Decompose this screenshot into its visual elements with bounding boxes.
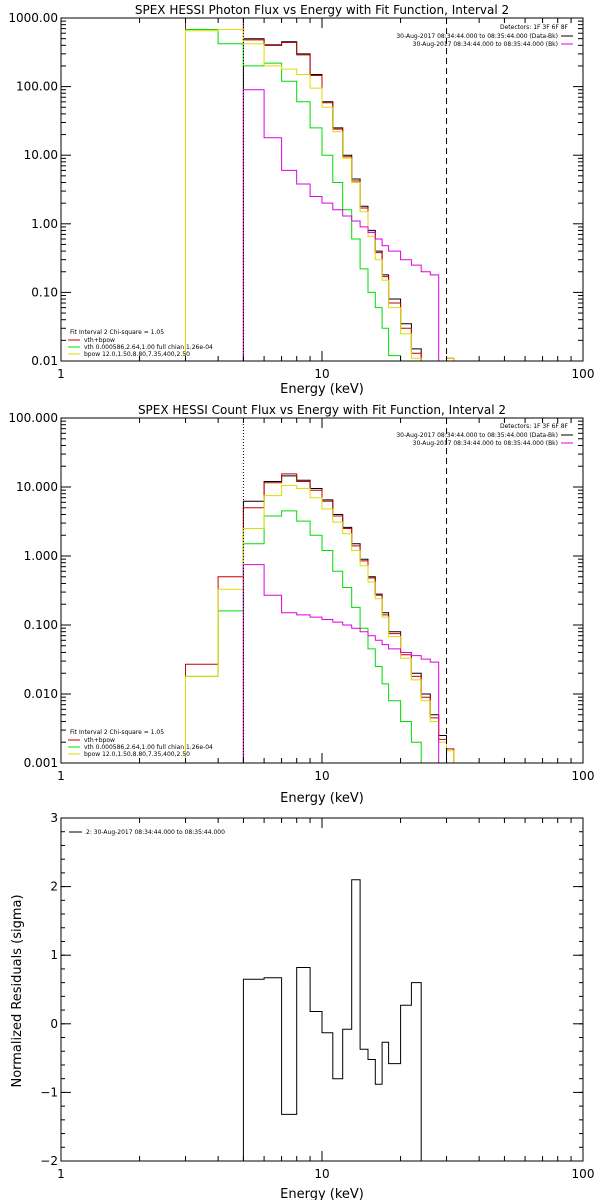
count-flux-fit-vth-label: vth 0.000586,2.64,1.00 full chian 1.26e-… <box>84 744 213 751</box>
photon-flux-plot-area: 1 10 100 1000.00 100.00 10.00 1.00 0.10 0.01 <box>8 11 594 381</box>
count-flux-bpow-series <box>185 485 455 763</box>
residuals-xtick-label: 1 <box>57 1167 65 1181</box>
count-flux-xtick-label: 100 <box>572 769 595 783</box>
photon-flux-legend-topright: Detectors: 1F 3F 6F 8F 30-Aug-2017 08:34… <box>396 24 573 48</box>
photon-flux-title: SPEX HESSI Photon Flux vs Energy with Fi… <box>135 3 509 17</box>
residuals-xtick-label: 100 <box>572 1167 595 1181</box>
count-flux-legend-bk: 30-Aug-2017 08:34:44.000 to 08:35:44.000… <box>413 440 558 447</box>
photon-flux-bpow-series <box>185 29 455 361</box>
count-flux-legend-topright: Detectors: 1F 3F 6F 8F 30-Aug-2017 08:34… <box>396 423 573 447</box>
count-flux-ytick-label: 100.000 <box>8 411 58 425</box>
photon-flux-ticks: 1 10 100 1000.00 100.00 10.00 1.00 0.10 0.01 <box>8 11 594 381</box>
count-flux-vth-series <box>185 510 455 763</box>
photon-flux-ytick-label: 1.00 <box>31 217 58 231</box>
residuals-residuals-series <box>242 879 422 1161</box>
photon-flux-fit-vth-label: vth 0.000586,2.64,1.00 full chian 1.26e-… <box>84 344 213 351</box>
photon-flux-legend-bk: 30-Aug-2017 08:34:44.000 to 08:35:44.000… <box>413 41 558 48</box>
count-flux-total-series <box>242 475 447 763</box>
count-flux-title: SPEX HESSI Count Flux vs Energy with Fit… <box>138 403 506 417</box>
count-flux-marks <box>185 473 455 763</box>
photon-flux-ytick-label: 0.01 <box>31 354 58 368</box>
photon-flux-bk-series <box>242 89 440 361</box>
count-flux-frame <box>60 417 584 764</box>
count-flux-xtick-label: 10 <box>314 769 329 783</box>
count-flux-panel: SPEX HESSI Count Flux vs Energy with Fit… <box>8 403 594 806</box>
count-flux-fit-sum-label: vth+bpow <box>84 737 115 744</box>
photon-flux-xtick-label: 1 <box>57 367 65 381</box>
residuals-ylabel: Normalized Residuals (sigma) <box>10 894 25 1087</box>
residuals-ytick-label: −1 <box>40 1085 58 1099</box>
photon-flux-ytick-label: 0.10 <box>31 285 58 299</box>
residuals-marks <box>242 879 422 1161</box>
count-flux-ytick-label: 0.100 <box>24 618 58 632</box>
residuals-ytick-label: 0 <box>50 1017 58 1031</box>
count-flux-plot-area: 1 10 100 100.000 10.000 1.000 0.100 0.010 0.001 <box>8 411 594 783</box>
residuals-ytick-label: 2 <box>50 880 58 894</box>
count-flux-ytick-label: 1.000 <box>24 549 58 563</box>
photon-flux-ytick-label: 1000.00 <box>8 11 58 25</box>
photon-flux-marks <box>185 18 455 361</box>
count-flux-bk-series <box>242 564 440 763</box>
photon-flux-fit-bpow-label: bpow 12.0,1.50,8.80,7.35,400,2.50 <box>84 351 190 358</box>
photon-flux-ytick-label: 100.00 <box>16 80 58 94</box>
photon-flux-fit-sum-label: vth+bpow <box>84 337 115 344</box>
count-flux-legend-bottomleft: Fit Interval 2 Chi-square = 1.05 vth+bpo… <box>68 729 213 758</box>
photon-flux-xlabel: Energy (keV) <box>280 382 364 397</box>
photon-flux-total-series <box>242 38 447 361</box>
count-flux-legend-header: Detectors: 1F 3F 6F 8F <box>500 423 569 430</box>
count-flux-xtick-label: 1 <box>57 769 65 783</box>
count-flux-legend-data-bk: 30-Aug-2017 08:34:44.000 to 08:35:44.000… <box>396 432 558 439</box>
photon-flux-frame <box>60 17 584 362</box>
residuals-ytick-label: 1 <box>50 948 58 962</box>
photon-flux-ytick-label: 10.00 <box>24 148 58 162</box>
photon-flux-xtick-label: 100 <box>572 367 595 381</box>
count-flux-vlines <box>242 418 448 763</box>
count-flux-fit-bpow-label: bpow 12.0,1.50,8.80,7.35,400,2.50 <box>84 751 190 758</box>
photon-flux-sum-series <box>185 18 455 361</box>
photon-flux-fit-header: Fit Interval 2 Chi-square = 1.05 <box>70 329 164 336</box>
count-flux-fit-header: Fit Interval 2 Chi-square = 1.05 <box>70 729 164 736</box>
residuals-frame <box>60 817 584 1162</box>
residuals-legend: 2: 30-Aug-2017 08:34:44.000 to 08:35:44.… <box>69 829 225 836</box>
photon-flux-xtick-label: 10 <box>314 367 329 381</box>
residuals-xtick-label: 10 <box>314 1167 329 1181</box>
count-flux-ticks: 1 10 100 100.000 10.000 1.000 0.100 0.010 0.001 <box>8 411 594 783</box>
photon-flux-legend-bottomleft: Fit Interval 2 Chi-square = 1.05 vth+bpo… <box>68 329 213 358</box>
count-flux-xlabel: Energy (keV) <box>280 791 364 806</box>
residuals-legend-label: 2: 30-Aug-2017 08:34:44.000 to 08:35:44.… <box>86 829 225 836</box>
photon-flux-legend-header: Detectors: 1F 3F 6F 8F <box>500 24 569 31</box>
photon-flux-legend-data-bk: 30-Aug-2017 08:34:44.000 to 08:35:44.000… <box>396 33 558 40</box>
residuals-ytick-label: 3 <box>50 811 58 825</box>
count-flux-sum-series <box>185 473 455 763</box>
residuals-xlabel: Energy (keV) <box>280 1187 364 1200</box>
count-flux-ytick-label: 0.010 <box>24 687 58 701</box>
photon-flux-panel: SPEX HESSI Photon Flux vs Energy with Fi… <box>8 3 594 397</box>
photon-flux-vlines <box>242 18 448 361</box>
count-flux-ytick-label: 0.001 <box>24 756 58 770</box>
count-flux-ytick-label: 10.000 <box>16 480 58 494</box>
residuals-ytick-label: −2 <box>40 1154 58 1168</box>
